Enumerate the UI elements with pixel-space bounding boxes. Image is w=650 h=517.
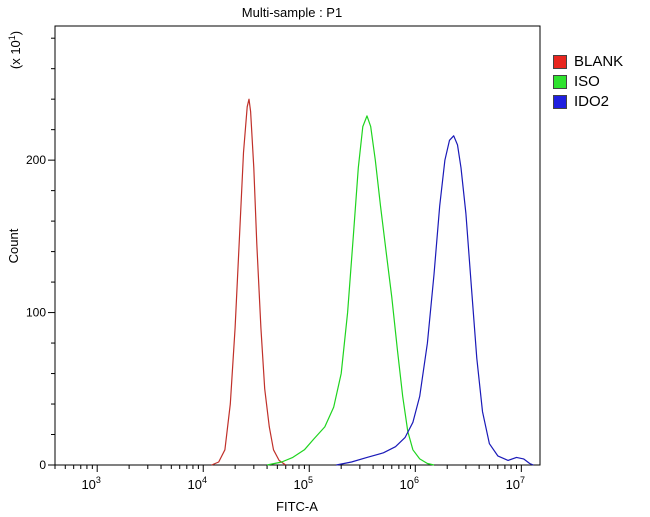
series-layer [211, 98, 534, 466]
series-line-blank [211, 98, 287, 466]
x-tick-exp: 6 [414, 475, 419, 485]
x-tick-exp: 5 [308, 475, 313, 485]
legend-item-blank: BLANK [553, 53, 648, 73]
x-tick-label: 105 [294, 475, 313, 492]
legend-label-ido2: IDO2 [574, 93, 610, 110]
x-axis-ticks: 103 104 105 106 107 [54, 465, 525, 492]
y-axis-label: Count [6, 228, 21, 263]
legend-swatch-ido2 [553, 95, 567, 109]
y-multiplier-exp: 1 [7, 35, 17, 40]
chart-title: Multi-sample : P1 [242, 5, 342, 20]
x-tick-base: 10 [506, 477, 520, 492]
legend-swatch-iso [553, 75, 567, 89]
x-tick-base: 10 [187, 477, 201, 492]
plot-frame [54, 25, 541, 466]
x-tick-label: 103 [81, 475, 100, 492]
y-tick-label: 200 [26, 153, 46, 167]
svg-text:(x 101): (x 101) [7, 31, 23, 69]
x-tick-exp: 4 [202, 475, 207, 485]
legend-label-iso: ISO [574, 73, 600, 90]
x-tick-exp: 3 [96, 475, 101, 485]
x-tick-label: 106 [400, 475, 419, 492]
y-multiplier-label: (x 101) [7, 31, 23, 69]
legend-swatch-blank [553, 55, 567, 69]
x-axis-label: FITC-A [276, 499, 318, 514]
x-tick-base: 10 [81, 477, 95, 492]
series-line-iso [266, 115, 435, 466]
x-tick-label: 107 [506, 475, 525, 492]
y-multiplier-prefix: (x 10 [8, 40, 23, 69]
legend: BLANK ISO IDO2 [553, 53, 648, 113]
x-tick-base: 10 [294, 477, 308, 492]
legend-item-ido2: IDO2 [553, 93, 648, 113]
x-tick-base: 10 [400, 477, 414, 492]
x-tick-exp: 7 [520, 475, 525, 485]
y-axis-ticks: 0 100 200 [26, 37, 55, 472]
y-tick-label: 0 [39, 458, 46, 472]
legend-label-blank: BLANK [574, 53, 624, 70]
series-line-ido2 [336, 135, 534, 466]
y-tick-label: 100 [26, 306, 46, 320]
legend-item-iso: ISO [553, 73, 648, 93]
x-tick-label: 104 [187, 475, 206, 492]
